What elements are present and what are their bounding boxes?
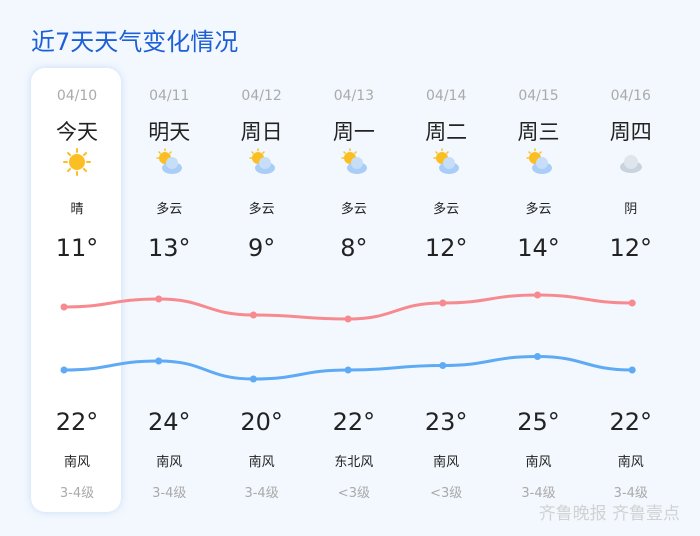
high-temp-point: [439, 362, 447, 369]
wind-level: 3-4级: [613, 486, 648, 501]
wind-direction: 南风: [433, 455, 460, 470]
high-temp-point: [628, 366, 636, 374]
day-label: 明天: [148, 120, 191, 144]
condition: 多云: [156, 202, 183, 217]
condition: 多云: [525, 202, 552, 217]
partly-cloudy-icon: [155, 148, 183, 176]
overcast-icon: [617, 148, 645, 176]
condition: 多云: [340, 202, 367, 217]
wind-direction: 南风: [156, 455, 183, 470]
wind-direction: 东北风: [334, 455, 374, 470]
high-temp-point: [60, 366, 68, 374]
high-temp: 20°: [240, 408, 283, 436]
wind-level: 3-4级: [59, 486, 95, 501]
day-label: 周二: [425, 120, 468, 144]
low-temp: 11°: [55, 234, 99, 262]
wind-level: 3-4级: [244, 486, 279, 501]
low-temp-point: [344, 315, 352, 323]
high-temp-point: [344, 366, 352, 374]
day-label: 周一: [332, 120, 375, 144]
watermark: 齐鲁晚报 齐鲁壹点: [538, 504, 680, 524]
day-label: 周日: [240, 120, 283, 144]
wind-level: 3-4级: [521, 486, 556, 501]
day-column: 04/15 周三 多云 14° 25° 南风 3-4级: [493, 68, 585, 512]
low-temp-line: [63, 293, 633, 321]
condition: 多云: [248, 202, 275, 217]
high-temp: 22°: [55, 408, 99, 436]
wind-direction: 南风: [525, 455, 552, 470]
low-temp-point: [534, 291, 541, 299]
low-temp: 12°: [609, 234, 653, 262]
partly-cloudy-icon: [432, 148, 460, 176]
high-temp-point: [155, 357, 163, 365]
today-highlight-card: [31, 68, 121, 512]
high-temp: 25°: [517, 408, 560, 436]
condition: 多云: [433, 202, 460, 217]
low-temp: 9°: [247, 234, 276, 262]
wind-level: <3级: [430, 486, 463, 501]
date: 04/13: [333, 88, 375, 104]
high-temp: 23°: [424, 408, 468, 436]
day-column: 04/14 周二 多云 12° 23° 南风 <3级: [400, 68, 492, 512]
day-column: 04/16 周四 阴 12° 22° 南风 3-4级: [585, 68, 677, 512]
date: 04/12: [241, 88, 282, 104]
day-column: 04/13 周一 多云 8° 22° 东北风 <3级: [308, 68, 400, 512]
high-temp: 24°: [148, 408, 191, 436]
condition: 晴: [70, 202, 84, 217]
wind-direction: 南风: [617, 455, 644, 470]
high-temp-point: [534, 353, 541, 360]
low-temp-point: [249, 311, 257, 319]
page-title: 近7天天气变化情况: [31, 28, 239, 56]
low-temp: 13°: [148, 234, 191, 262]
low-temp: 8°: [340, 234, 368, 262]
date: 04/16: [610, 88, 651, 104]
day-label: 周三: [517, 120, 560, 144]
wind-direction: 南风: [63, 455, 90, 470]
wind-level: <3级: [337, 486, 370, 501]
date: 04/11: [149, 88, 190, 104]
day-column: 04/11 明天 多云 13° 24° 南风 3-4级: [123, 68, 215, 512]
low-temp-point: [439, 299, 447, 307]
high-temp: 22°: [609, 408, 653, 436]
partly-cloudy-icon: [340, 148, 368, 176]
day-label: 今天: [56, 120, 98, 144]
low-temp-point: [628, 299, 636, 307]
date: 04/15: [518, 88, 559, 104]
date: 04/14: [426, 88, 467, 104]
partly-cloudy-icon: [248, 148, 276, 176]
wind-level: 3-4级: [152, 486, 187, 501]
wind-direction: 南风: [248, 455, 275, 470]
day-label: 周四: [609, 120, 652, 144]
day-column: 04/12 周日 多云 9° 20° 南风 3-4级: [216, 68, 308, 512]
partly-cloudy-icon: [525, 148, 553, 176]
low-temp-point: [60, 303, 68, 311]
low-temp: 14°: [517, 234, 560, 262]
high-temp-point: [249, 375, 257, 383]
low-temp: 12°: [424, 234, 468, 262]
high-temp: 22°: [332, 408, 376, 436]
condition: 阴: [624, 202, 638, 217]
low-temp-point: [155, 295, 163, 303]
day-column: 04/10 今天 晴 11° 22° 南风 3-4级: [31, 68, 123, 512]
sun-icon: [63, 148, 91, 176]
date: 04/10: [56, 88, 98, 104]
